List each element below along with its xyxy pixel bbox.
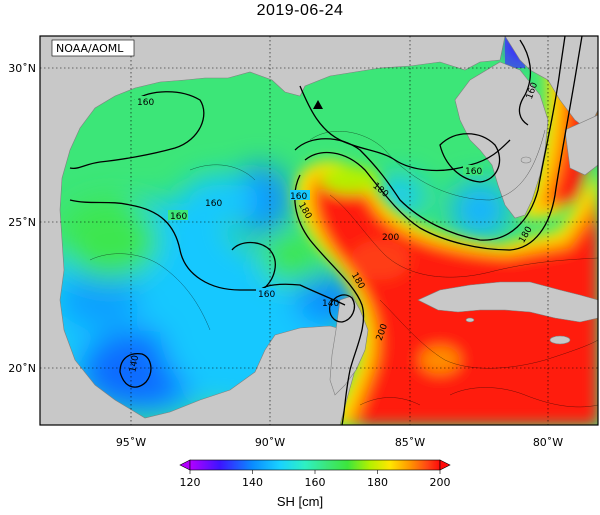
source-label: NOAA/AOML [56,42,124,55]
map-title: 2019-06-24 [256,2,344,19]
contour-label: 160 [170,212,187,222]
lon-label: 95˚W [116,436,146,449]
colorbar-tick: 120 [180,476,201,489]
sea-surface-height-field [40,36,598,425]
lat-label: 25˚N [8,216,36,229]
contour-label: 140 [322,299,339,309]
colorbar-title: SH [cm] [276,494,324,509]
lon-label: 80˚W [533,436,563,449]
contour-label: 200 [382,233,399,243]
contour-label: 160 [290,192,307,202]
map-frame [39,35,599,426]
colorbar: 120 140 160 180 200 [179,459,451,489]
source-label-box [51,39,135,57]
colorbar-scale [189,459,441,471]
contour-labels: 160 160 160 160 160 160 180 180 200 180 … [128,81,540,373]
minor-contours [89,129,598,408]
colorbar-min-arrow [179,459,191,471]
contour-label: 160 [465,167,482,177]
contour-label: 160 [205,199,222,209]
lon-label: 85˚W [395,436,425,449]
contour-label: 160 [258,290,275,300]
colorbar-tick: 160 [305,476,326,489]
latitude-labels: 30˚N 25˚N 20˚N [8,62,36,375]
lat-lon-grid [40,36,598,425]
colorbar-tick: 200 [430,476,451,489]
contour-lines [69,36,583,425]
lon-label: 90˚W [255,436,285,449]
contour-label: 160 [137,98,154,108]
land-masses [40,36,598,425]
longitude-labels: 95˚W 90˚W 85˚W 80˚W [116,436,563,449]
lat-label: 30˚N [8,62,36,75]
colorbar-tick: 180 [367,476,388,489]
lat-label: 20˚N [8,362,36,375]
colorbar-max-arrow [439,459,451,471]
colorbar-tick: 140 [242,476,263,489]
contour-label: 140 [128,354,141,373]
triangle-marker-icon [313,100,323,109]
